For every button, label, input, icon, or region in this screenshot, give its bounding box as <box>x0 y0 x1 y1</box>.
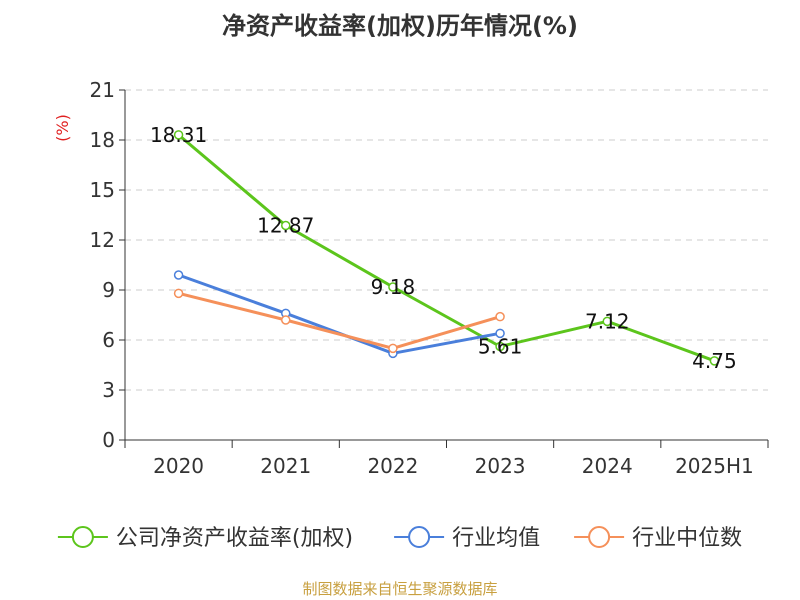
source-note: 制图数据来自恒生聚源数据库 <box>302 580 498 598</box>
legend: 公司净资产收益率(加权) 行业均值 行业中位数 <box>57 526 742 551</box>
x-tick-label: 2024 <box>582 454 633 478</box>
data-label: 5.61 <box>478 335 523 359</box>
legend-marker <box>71 526 94 548</box>
y-tick-label: 0 <box>102 428 115 452</box>
chart-title: 净资产收益率(加权)历年情况(%) <box>222 12 578 40</box>
data-point <box>495 328 505 339</box>
legend-label: 公司净资产收益率(加权) <box>116 526 353 551</box>
legend-marker <box>588 526 611 548</box>
y-tick-label: 12 <box>90 228 115 252</box>
data-point <box>173 270 184 280</box>
data-label: 12.87 <box>257 214 314 238</box>
series-line <box>177 133 715 363</box>
y-axis-unit-label: (%) <box>53 114 72 142</box>
data-point <box>173 130 184 140</box>
data-label: 7.12 <box>585 309 630 333</box>
data-label: 18.31 <box>150 123 207 147</box>
data-point <box>709 356 720 366</box>
x-tick-label: 2022 <box>367 454 418 478</box>
y-tick-label: 6 <box>102 328 115 352</box>
x-tick-label: 2023 <box>475 454 526 478</box>
data-point <box>173 288 184 299</box>
data-point <box>388 343 398 354</box>
series-lines <box>173 130 720 366</box>
data-label: 4.75 <box>692 349 737 373</box>
x-tick-label: 2025H1 <box>675 454 754 478</box>
y-tick-label: 15 <box>90 178 115 202</box>
y-tick-label: 3 <box>102 378 115 402</box>
data-point <box>602 316 612 327</box>
y-tick-label: 9 <box>102 278 115 302</box>
data-point <box>495 341 505 352</box>
legend-label: 行业均值 <box>452 526 540 551</box>
data-labels: 18.31 12.87 9.18 5.61 7.12 4.75 <box>150 123 737 373</box>
grid-lines <box>125 89 768 391</box>
x-tick-label: 2020 <box>153 454 204 478</box>
legend-label: 行业中位数 <box>632 526 742 551</box>
axes: 0 3 6 9 12 15 18 21 2020 2021 2022 2023 2024 2025H1 <box>90 78 769 478</box>
y-tick-label: 21 <box>90 78 115 102</box>
legend-marker <box>408 526 431 548</box>
series-line <box>178 273 501 355</box>
data-point <box>281 220 291 231</box>
data-label: 9.18 <box>371 275 416 299</box>
y-tick-label: 18 <box>90 128 115 152</box>
data-point <box>388 282 398 292</box>
data-point <box>281 315 291 325</box>
series-line <box>178 291 501 350</box>
data-point <box>495 311 505 322</box>
x-tick-label: 2021 <box>260 454 311 478</box>
